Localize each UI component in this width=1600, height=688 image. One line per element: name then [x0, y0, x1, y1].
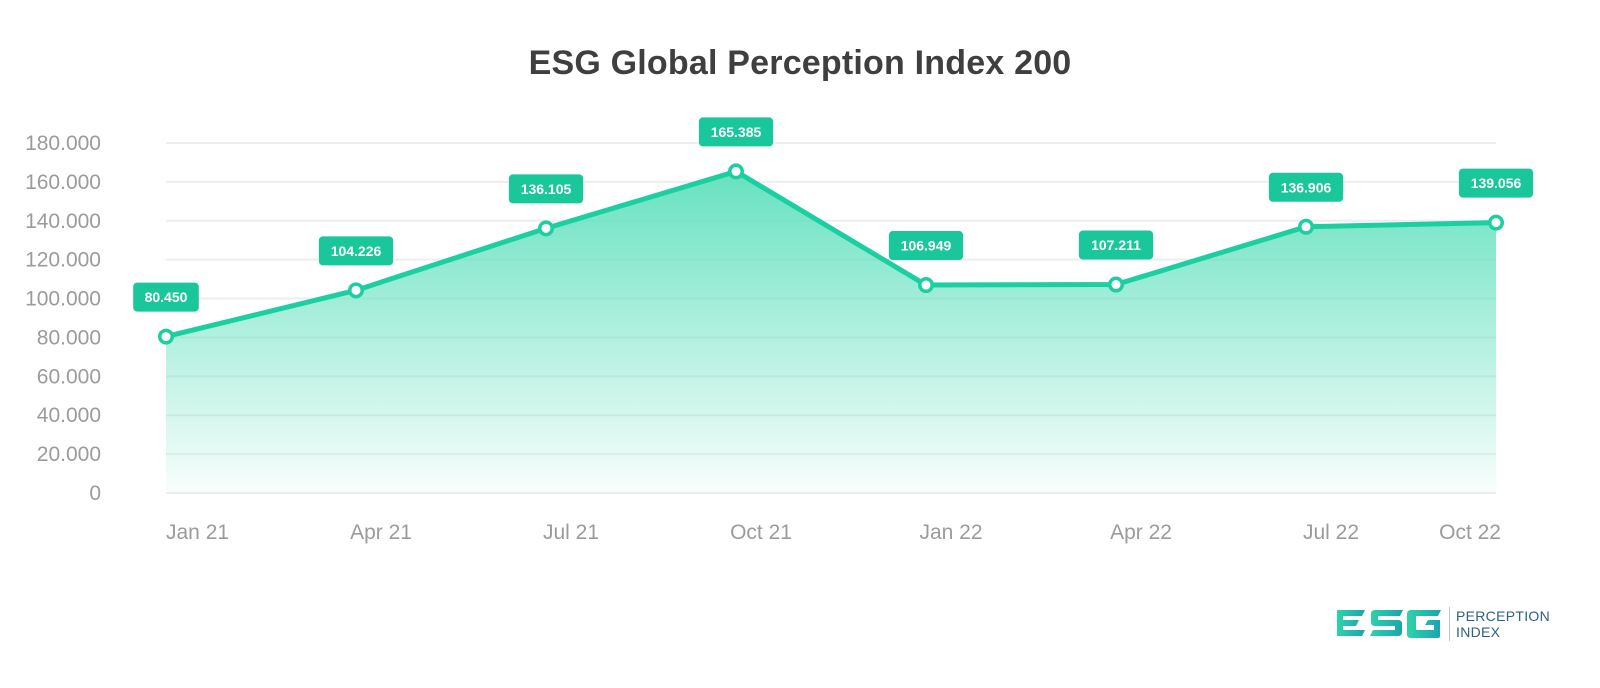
esg-logo-mark	[1337, 610, 1441, 638]
data-label: 136.906	[1281, 179, 1332, 195]
y-tick-label: 40.000	[37, 404, 101, 427]
x-tick-label: Oct 22	[1439, 521, 1501, 544]
y-tick-label: 120.000	[25, 249, 101, 272]
data-point-center	[161, 332, 171, 342]
data-point-center	[541, 223, 551, 233]
y-tick-label: 180.000	[25, 132, 101, 155]
x-tick-label: Apr 21	[350, 521, 412, 544]
data-label: 107.211	[1091, 237, 1141, 253]
logo-line-1: PERCEPTION	[1456, 608, 1551, 624]
data-point-center	[1301, 222, 1311, 232]
esg-logo: PERCEPTION INDEX	[1335, 604, 1550, 644]
y-tick-label: 100.000	[25, 288, 101, 311]
data-label: 165.385	[711, 124, 762, 140]
data-label-badge	[698, 117, 774, 147]
logo-divider	[1449, 607, 1450, 641]
data-label-badge	[318, 236, 394, 266]
data-label-badge	[508, 174, 584, 204]
y-tick-label: 20.000	[37, 443, 101, 466]
x-tick-label: Oct 21	[730, 521, 792, 544]
data-point-center	[1491, 218, 1501, 228]
data-label: 106.949	[901, 238, 952, 254]
series-area	[166, 171, 1496, 493]
series-line	[163, 168, 1499, 340]
x-tick-label: Jan 22	[919, 521, 982, 544]
x-tick-label: Jan 21	[166, 521, 229, 544]
logo-text: PERCEPTION INDEX	[1456, 608, 1550, 640]
data-label-badge	[888, 231, 964, 261]
chart-title: ESG Global Perception Index 200	[528, 44, 1072, 82]
data-label: 104.226	[331, 243, 382, 259]
y-tick-label: 0	[89, 482, 101, 505]
data-label-badge	[1268, 172, 1344, 202]
logo-line-2: INDEX	[1456, 624, 1501, 640]
data-point-center	[731, 166, 741, 176]
data-label: 136.105	[521, 181, 572, 197]
x-tick-label: Apr 22	[1110, 521, 1172, 544]
y-tick-label: 160.000	[25, 171, 101, 194]
y-tick-label: 140.000	[25, 210, 101, 233]
data-label: 80.450	[145, 289, 188, 305]
data-point-center	[921, 280, 931, 290]
data-label: 139.056	[1471, 175, 1522, 191]
data-label-badge	[1078, 230, 1154, 260]
y-tick-label: 80.000	[37, 326, 101, 349]
data-point-center	[351, 285, 361, 295]
data-label-badge	[133, 282, 199, 312]
x-tick-label: Jul 21	[543, 521, 599, 544]
data-label-badge	[1458, 168, 1534, 198]
x-tick-label: Jul 22	[1303, 521, 1359, 544]
y-tick-label: 60.000	[37, 365, 101, 388]
data-point-center	[1111, 280, 1121, 290]
